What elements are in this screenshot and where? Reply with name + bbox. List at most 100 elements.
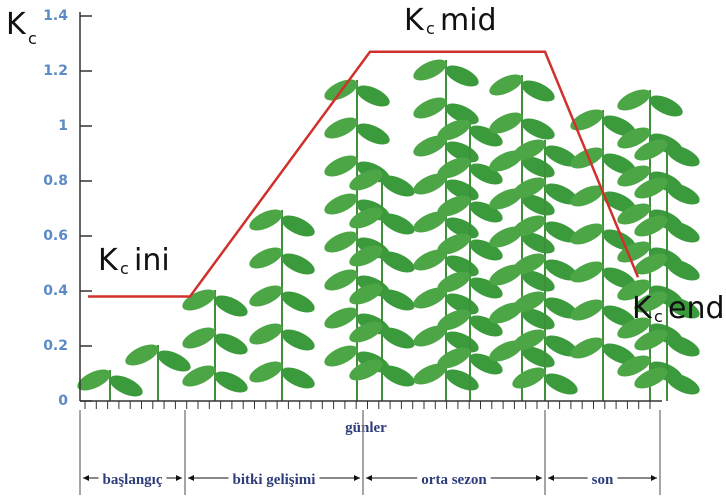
y-axis-label: K [6,7,27,42]
y-tick-label: 1 [58,118,68,134]
leaf [602,229,636,251]
leaf [413,325,447,347]
leaf [324,345,358,367]
leaf [413,97,447,119]
leaf [617,241,651,263]
leaf [617,355,651,377]
leaf [469,277,503,299]
leaf [125,344,159,366]
leaf [570,185,604,207]
leaf [437,157,471,179]
leaf [570,299,604,321]
leaf [182,365,216,387]
leaf [602,153,636,175]
leaf [544,259,578,281]
leaf [666,145,700,167]
leaf [324,231,358,253]
leaf [413,363,447,385]
leaf [512,253,546,275]
leaf [356,123,390,145]
leaf [469,125,503,147]
leaf [324,117,358,139]
leaf [544,297,578,319]
y-axis-label-sub: c [28,29,37,48]
leaf [469,239,503,261]
stage-label-bg [587,468,618,488]
leaf [521,194,555,216]
leaf [324,155,358,177]
leaf [544,335,578,357]
leaf [512,367,546,389]
leaf [349,359,383,381]
annotation-text: end [668,291,725,326]
leaf [617,317,651,339]
leaf [349,245,383,267]
leaf [617,89,651,111]
leaf [437,195,471,217]
leaf [666,297,700,319]
leaf [437,271,471,293]
leaf [602,267,636,289]
leaf [413,135,447,157]
annotation-main: K [404,3,425,38]
leaf [349,169,383,191]
leaf [413,211,447,233]
leaf [521,270,555,292]
leaf [381,289,415,311]
leaf [381,213,415,235]
leaf [182,289,216,311]
leaf [544,145,578,167]
leaf [634,367,668,389]
leaf [512,329,546,351]
leaf [445,103,479,125]
leaf [666,221,700,243]
leaf [521,346,555,368]
leaf [634,215,668,237]
leaf [570,223,604,245]
leaf [512,139,546,161]
leaf [634,291,668,313]
x-axis-label: günler [345,420,387,436]
leaf [649,95,683,117]
leaf [634,253,668,275]
annotation-sub: c [654,307,663,326]
y-tick-label: 0.2 [43,338,68,354]
leaf [324,269,358,291]
leaf [109,375,143,397]
leaf [437,309,471,331]
plants [77,59,700,401]
leaf [469,353,503,375]
y-tick-label: 0.8 [43,173,68,189]
leaf [281,291,315,313]
leaf [324,307,358,329]
leaf [437,233,471,255]
annotation-sub: c [120,259,129,278]
stage-label-bg [98,468,167,488]
leaf [617,203,651,225]
leaf [469,315,503,337]
stage-label: orta sezon [421,472,487,488]
leaf [381,251,415,273]
leaf [489,74,523,96]
leaf [77,369,111,391]
leaf [413,287,447,309]
leaf [469,163,503,185]
annotation-main: K [98,243,119,278]
leaf [413,173,447,195]
leaf [666,183,700,205]
leaf [634,139,668,161]
leaf [521,156,555,178]
leaf [602,343,636,365]
leaf [445,65,479,87]
leaf [602,305,636,327]
leaf [381,365,415,387]
stage-label: son [592,472,614,488]
leaf [544,373,578,395]
leaf [437,347,471,369]
leaf [544,183,578,205]
leaf [666,335,700,357]
annotation-text: ini [134,243,170,278]
leaf [413,249,447,271]
leaf [469,201,503,223]
